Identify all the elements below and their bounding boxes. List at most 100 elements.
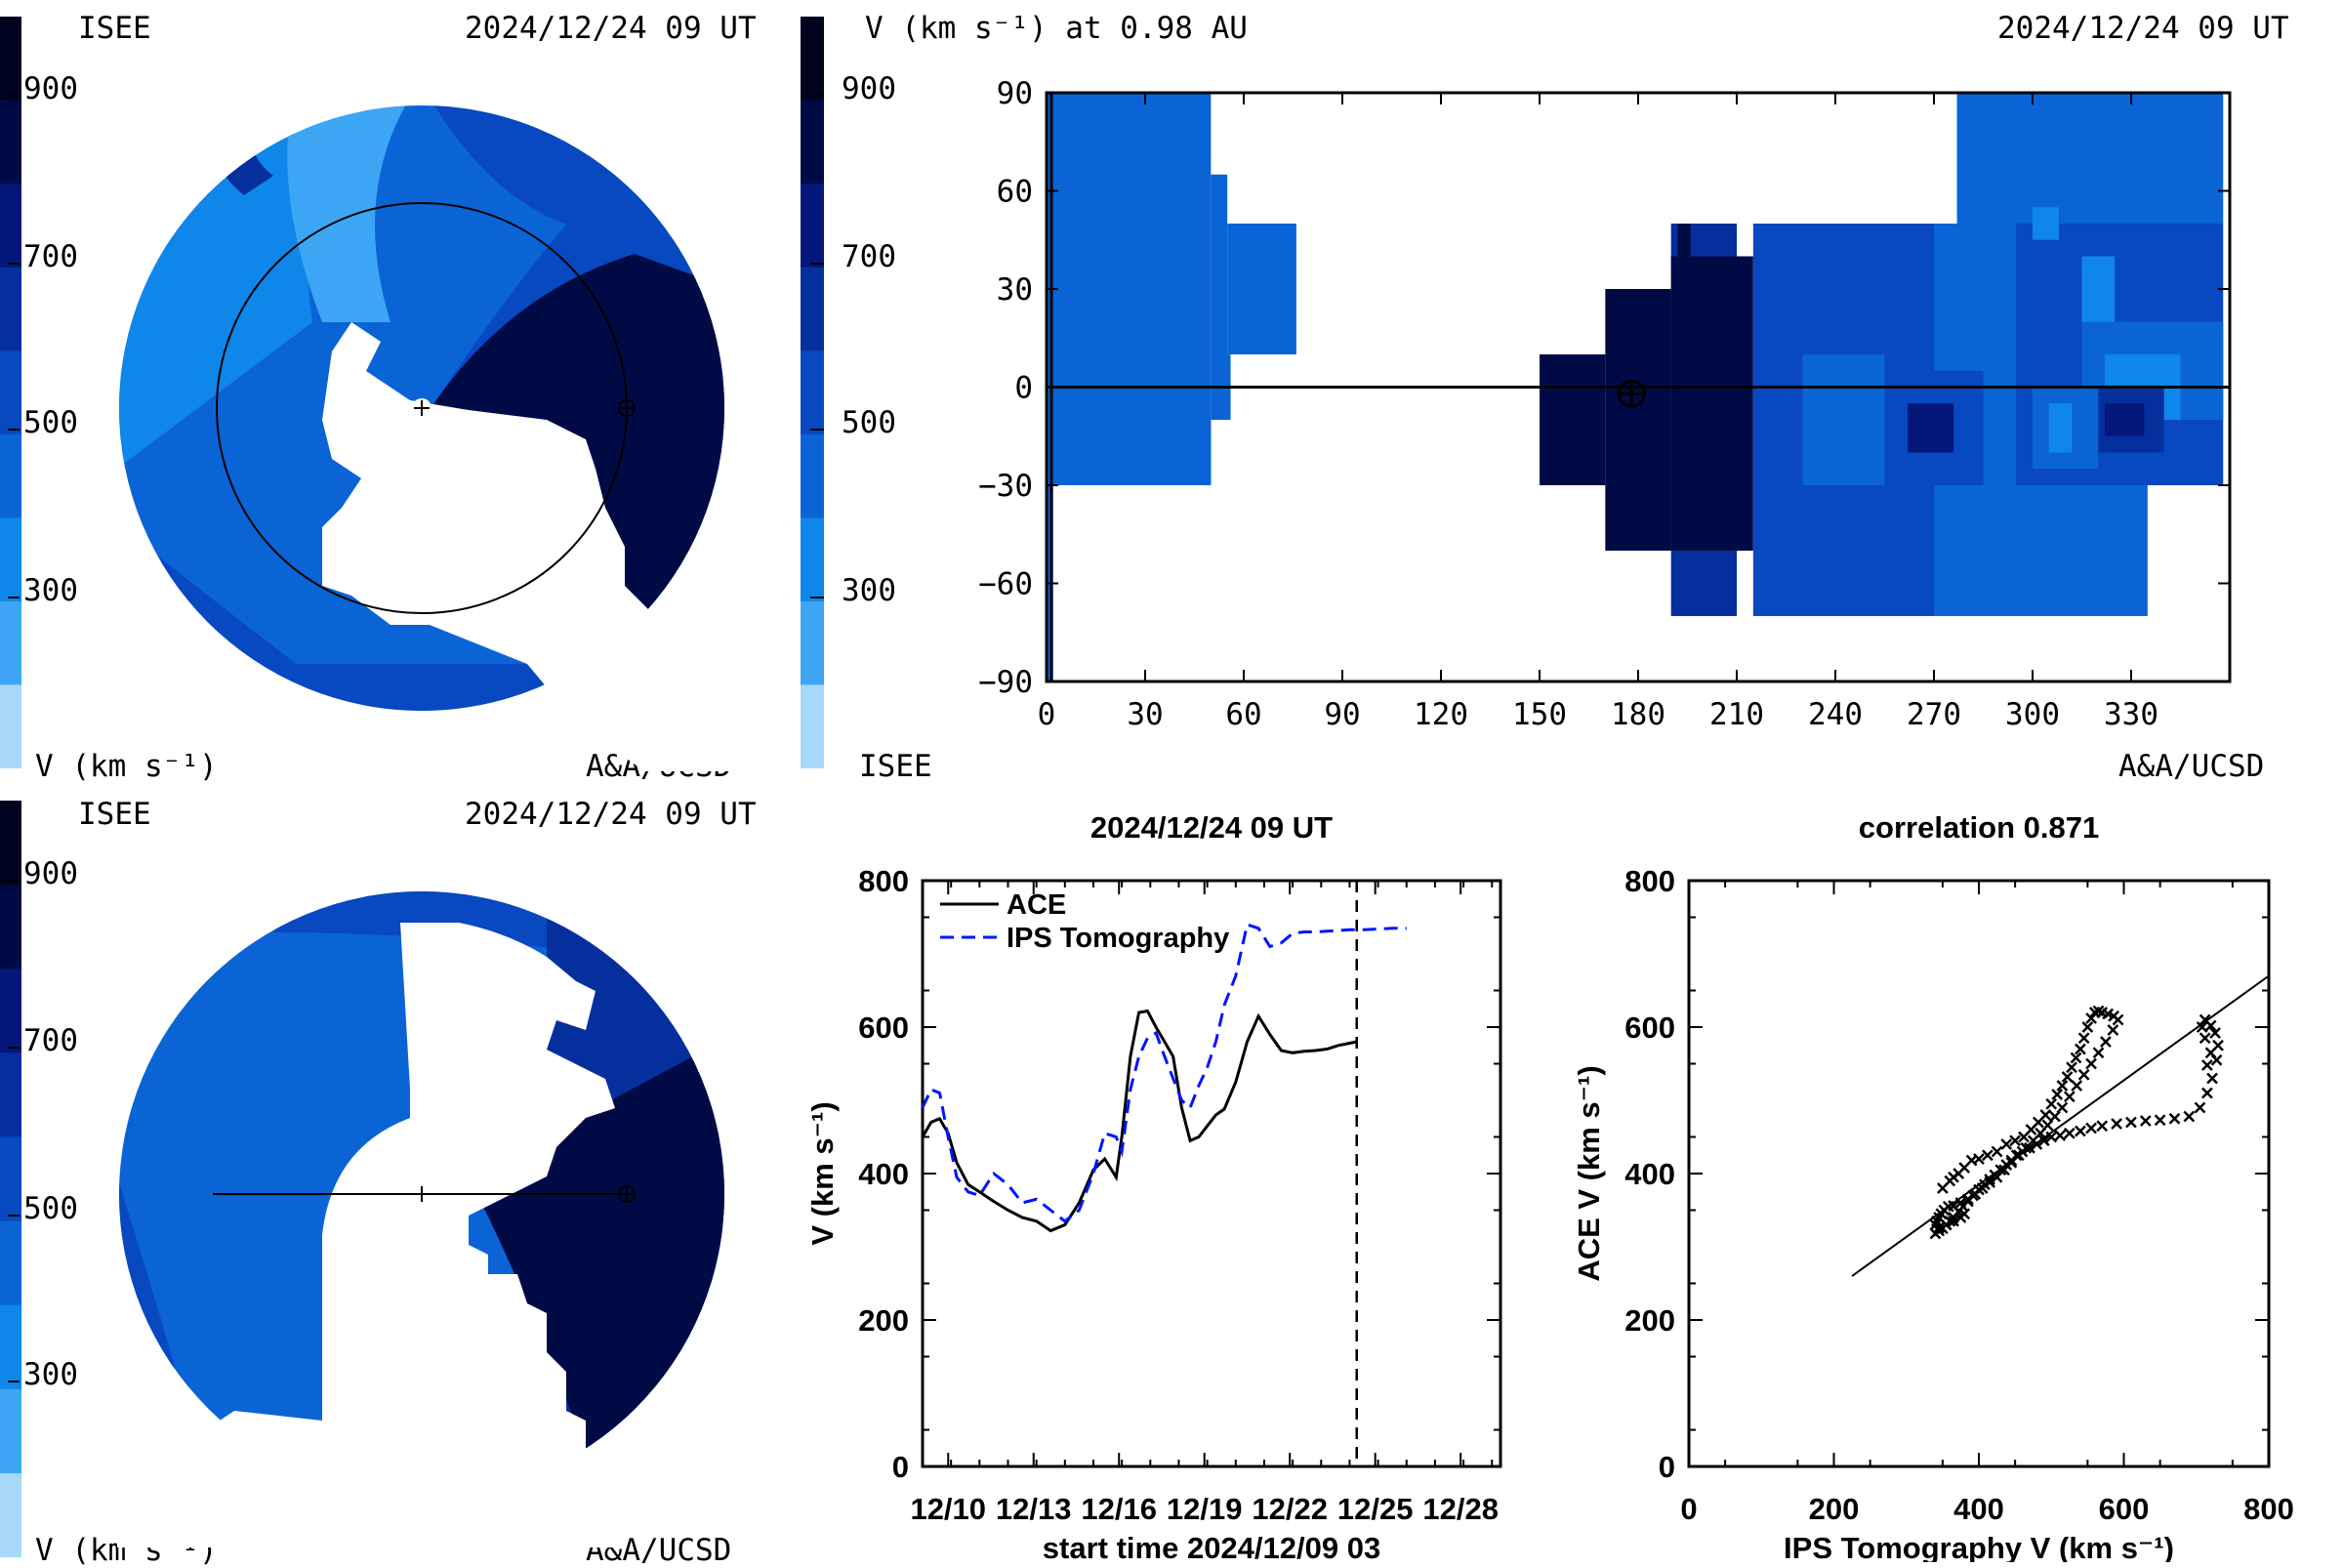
x-tick-label: 200: [1809, 1492, 1860, 1526]
y-tick-label: −60: [978, 567, 1033, 602]
y-tick-label: 800: [858, 864, 909, 898]
colorbar-band: [0, 1052, 21, 1137]
x-tick-label: 400: [1953, 1492, 2004, 1526]
scatter-point: [2037, 1135, 2050, 1147]
scatter-point: [1991, 1171, 2003, 1183]
map-region: [2081, 485, 2148, 616]
x-tick-label: 800: [2243, 1492, 2294, 1526]
y-tick-label: −90: [978, 665, 1033, 700]
y-tick-label: 400: [858, 1157, 909, 1191]
legend-label: ACE: [1007, 889, 1066, 921]
scatter-point: [2051, 1089, 2064, 1100]
chart-title: 2024/12/24 09 UT: [1090, 810, 1333, 845]
colorbar-band: [0, 684, 21, 768]
scatter-point: [2075, 1043, 2086, 1055]
map-region: [2033, 207, 2059, 240]
x-tick-label: 300: [2005, 697, 2060, 732]
time-series-chart: 2024/12/24 09 UT 0 200 400 600 800 12/10 12/13 1…: [805, 810, 1502, 1562]
plot-frame: [921, 879, 1502, 1468]
map-region-east: [1956, 93, 2224, 224]
scatter-point: [2075, 1125, 2086, 1137]
colorbar-tick-700: 700: [23, 239, 78, 274]
colorbar-band: [0, 17, 21, 102]
scatter-point: [2085, 1057, 2097, 1070]
x-tick-label: 0: [1038, 697, 1056, 732]
scatter-point: [1982, 1149, 1994, 1162]
top-right-colorbar: [801, 17, 824, 768]
bottom-left-colorbar-ticks: [8, 880, 20, 1382]
org-label: ISEE: [78, 797, 151, 832]
scatter-point: [2139, 1115, 2152, 1127]
map-region: [2048, 403, 2073, 453]
scatter-point: [1954, 1197, 1967, 1209]
x-tick-label: 210: [1709, 697, 1764, 732]
map-region: [1047, 420, 1166, 485]
x-tick-label: 60: [1225, 697, 1261, 732]
map-region: [1227, 224, 1296, 354]
y-tick-label: 200: [858, 1303, 909, 1338]
legend-label: IPS Tomography: [1007, 923, 1229, 954]
colorbar-band: [0, 184, 21, 268]
org-label: ISEE: [78, 11, 151, 46]
y-tick-label: 30: [997, 272, 1033, 308]
map-region: [1802, 354, 1885, 485]
unit-label: V (km s⁻¹): [35, 749, 218, 784]
top-left-polar-panel: 900 700 500 300 ISEE 2024/12/24 09 UT V …: [0, 0, 801, 791]
colorbar-tick-300: 300: [842, 573, 896, 608]
colorbar-tick-900: 900: [842, 71, 896, 106]
scatter-point: [2061, 1071, 2074, 1083]
colorbar-band: [801, 351, 824, 435]
colorbar-tick-700: 700: [23, 1023, 78, 1058]
x-tick-label: 150: [1512, 697, 1567, 732]
scatter-point: [2071, 1080, 2083, 1092]
colorbar-band: [0, 351, 21, 435]
scatter-point: [2009, 1135, 2022, 1147]
colorbar-band: [0, 600, 21, 686]
map-title: V (km s⁻¹) at 0.98 AU: [865, 11, 1248, 46]
scatter-point: [2196, 1021, 2208, 1033]
y-axis-label: V (km s⁻¹): [805, 1101, 840, 1245]
chart-title: correlation 0.871: [1859, 810, 2099, 845]
bottom-left-polar-panel: 900 700 500 300 ISEE 2024/12/24 09 UT V …: [0, 786, 801, 1566]
x-tick-label: 120: [1414, 697, 1468, 732]
scatter-point: [2056, 1080, 2069, 1092]
scatter-point: [1933, 1221, 1946, 1234]
colorbar-tick-300: 300: [23, 1357, 78, 1392]
scatter-point: [2081, 1021, 2094, 1033]
scatter-point: [2199, 1013, 2211, 1026]
bottom-left-colorbar: [0, 801, 21, 1557]
x-tick-label: 12/28: [1422, 1492, 1499, 1526]
scatter-point: [2077, 1032, 2090, 1045]
scatter-point: [2199, 1032, 2211, 1045]
colorbar-band: [0, 267, 21, 351]
colorbar-band: [0, 969, 21, 1053]
colorbar-band: [801, 17, 824, 102]
y-tick-label: −30: [978, 469, 1033, 504]
colorbar-band: [0, 1472, 21, 1557]
x-tick-label: 600: [2099, 1492, 2150, 1526]
y-tick-label: 600: [1624, 1011, 1675, 1045]
x-tick-label: 0: [1680, 1492, 1697, 1526]
top-left-polar-map: [119, 105, 742, 771]
colorbar-band: [0, 517, 21, 602]
top-left-colorbar-ticks: [8, 95, 20, 598]
map-region: [2081, 256, 2116, 322]
x-tick-label: 330: [2104, 697, 2158, 732]
x-axis-label: start time 2024/12/09 03: [1043, 1531, 1380, 1562]
scatter-point: [2077, 1068, 2090, 1081]
colorbar-tick-700: 700: [842, 239, 896, 274]
colorbar-band: [801, 267, 824, 351]
colorbar-band: [0, 1136, 21, 1222]
scatter-point: [2201, 1059, 2213, 1071]
scatter-point: [2154, 1114, 2166, 1127]
y-tick-label: 0: [1014, 371, 1033, 406]
scatter-point: [2209, 1027, 2221, 1039]
org-label: ISEE: [859, 749, 932, 784]
colorbar-band: [0, 801, 21, 886]
scatter-point: [1973, 1153, 1985, 1165]
y-tick-label: 600: [858, 1011, 909, 1045]
scatter-point: [1940, 1218, 1952, 1231]
x-tick-label: 90: [1324, 697, 1360, 732]
map-region: [1211, 174, 1228, 354]
scatter-point: [2000, 1138, 2013, 1150]
